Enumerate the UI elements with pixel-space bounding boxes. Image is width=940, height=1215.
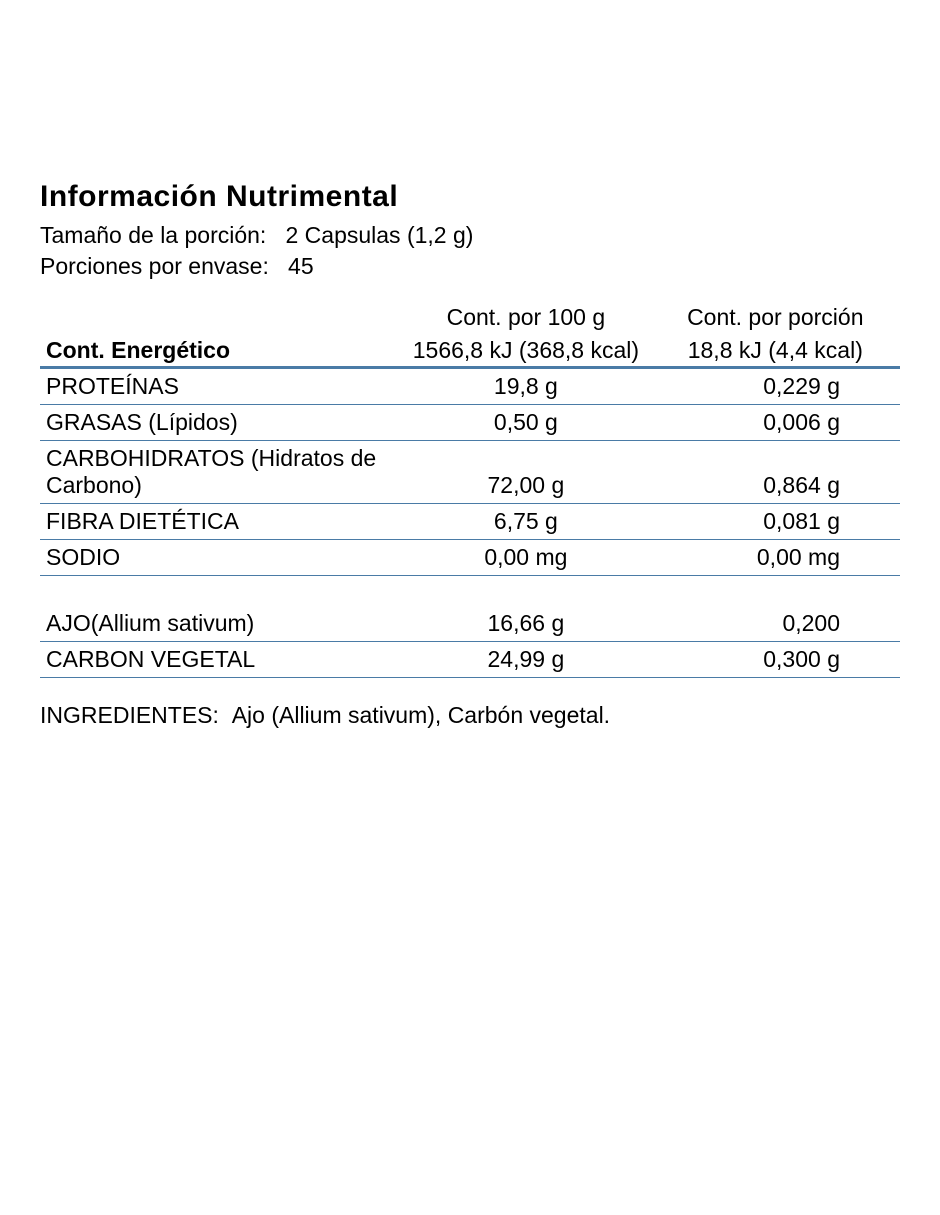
table-row: GRASAS (Lípidos) 0,50 g 0,006 g <box>40 405 900 441</box>
energy-100g: 1566,8 kJ (368,8 kcal) <box>401 333 650 368</box>
header-section: Información Nutrimental Tamaño de la por… <box>40 180 900 280</box>
column-header-portion: Cont. por porción <box>651 300 900 333</box>
row-label: SODIO <box>40 540 401 576</box>
ingredients-text: Ajo (Allium sativum), Carbón vegetal. <box>232 702 610 728</box>
row-label: PROTEÍNAS <box>40 368 401 405</box>
row-label: GRASAS (Lípidos) <box>40 405 401 441</box>
row-portion: 0,00 mg <box>651 540 900 576</box>
row-label: FIBRA DIETÉTICA <box>40 504 401 540</box>
row-100g: 19,8 g <box>401 368 650 405</box>
servings-per-container-value: 45 <box>288 253 314 279</box>
row-portion: 0,081 g <box>651 504 900 540</box>
table-row: PROTEÍNAS 19,8 g 0,229 g <box>40 368 900 405</box>
row-100g: 16,66 g <box>401 606 650 642</box>
row-100g: 6,75 g <box>401 504 650 540</box>
table-header-row-2: Cont. Energético 1566,8 kJ (368,8 kcal) … <box>40 333 900 368</box>
table-row: AJO(Allium sativum) 16,66 g 0,200 <box>40 606 900 642</box>
row-portion: 0,006 g <box>651 405 900 441</box>
serving-size: Tamaño de la porción: 2 Capsulas (1,2 g) <box>40 222 900 249</box>
table-row: SODIO 0,00 mg 0,00 mg <box>40 540 900 576</box>
table-header-row-1: Cont. por 100 g Cont. por porción <box>40 300 900 333</box>
row-portion: 0,300 g <box>651 641 900 677</box>
serving-size-label: Tamaño de la porción: <box>40 222 266 248</box>
row-label: AJO(Allium sativum) <box>40 606 401 642</box>
ingredients-label: INGREDIENTES: <box>40 702 219 728</box>
page-title: Información Nutrimental <box>40 180 900 214</box>
row-label: CARBOHIDRATOS (Hidratos de Carbono) <box>40 441 401 504</box>
energy-label: Cont. Energético <box>40 333 401 368</box>
table-row: FIBRA DIETÉTICA 6,75 g 0,081 g <box>40 504 900 540</box>
row-100g: 72,00 g <box>401 441 650 504</box>
column-header-100g: Cont. por 100 g <box>401 300 650 333</box>
nutrition-table: Cont. por 100 g Cont. por porción Cont. … <box>40 300 900 678</box>
energy-portion: 18,8 kJ (4,4 kcal) <box>651 333 900 368</box>
row-100g: 0,00 mg <box>401 540 650 576</box>
servings-per-container-label: Porciones por envase: <box>40 253 269 279</box>
row-portion: 0,229 g <box>651 368 900 405</box>
table-row: CARBOHIDRATOS (Hidratos de Carbono) 72,0… <box>40 441 900 504</box>
table-row: CARBON VEGETAL 24,99 g 0,300 g <box>40 641 900 677</box>
servings-per-container: Porciones por envase: 45 <box>40 253 900 280</box>
row-portion: 0,200 <box>651 606 900 642</box>
ingredients: INGREDIENTES: Ajo (Allium sativum), Carb… <box>40 702 900 729</box>
row-portion: 0,864 g <box>651 441 900 504</box>
row-100g: 24,99 g <box>401 641 650 677</box>
spacer-row <box>40 576 900 606</box>
row-label: CARBON VEGETAL <box>40 641 401 677</box>
serving-size-value: 2 Capsulas (1,2 g) <box>285 222 473 248</box>
row-100g: 0,50 g <box>401 405 650 441</box>
